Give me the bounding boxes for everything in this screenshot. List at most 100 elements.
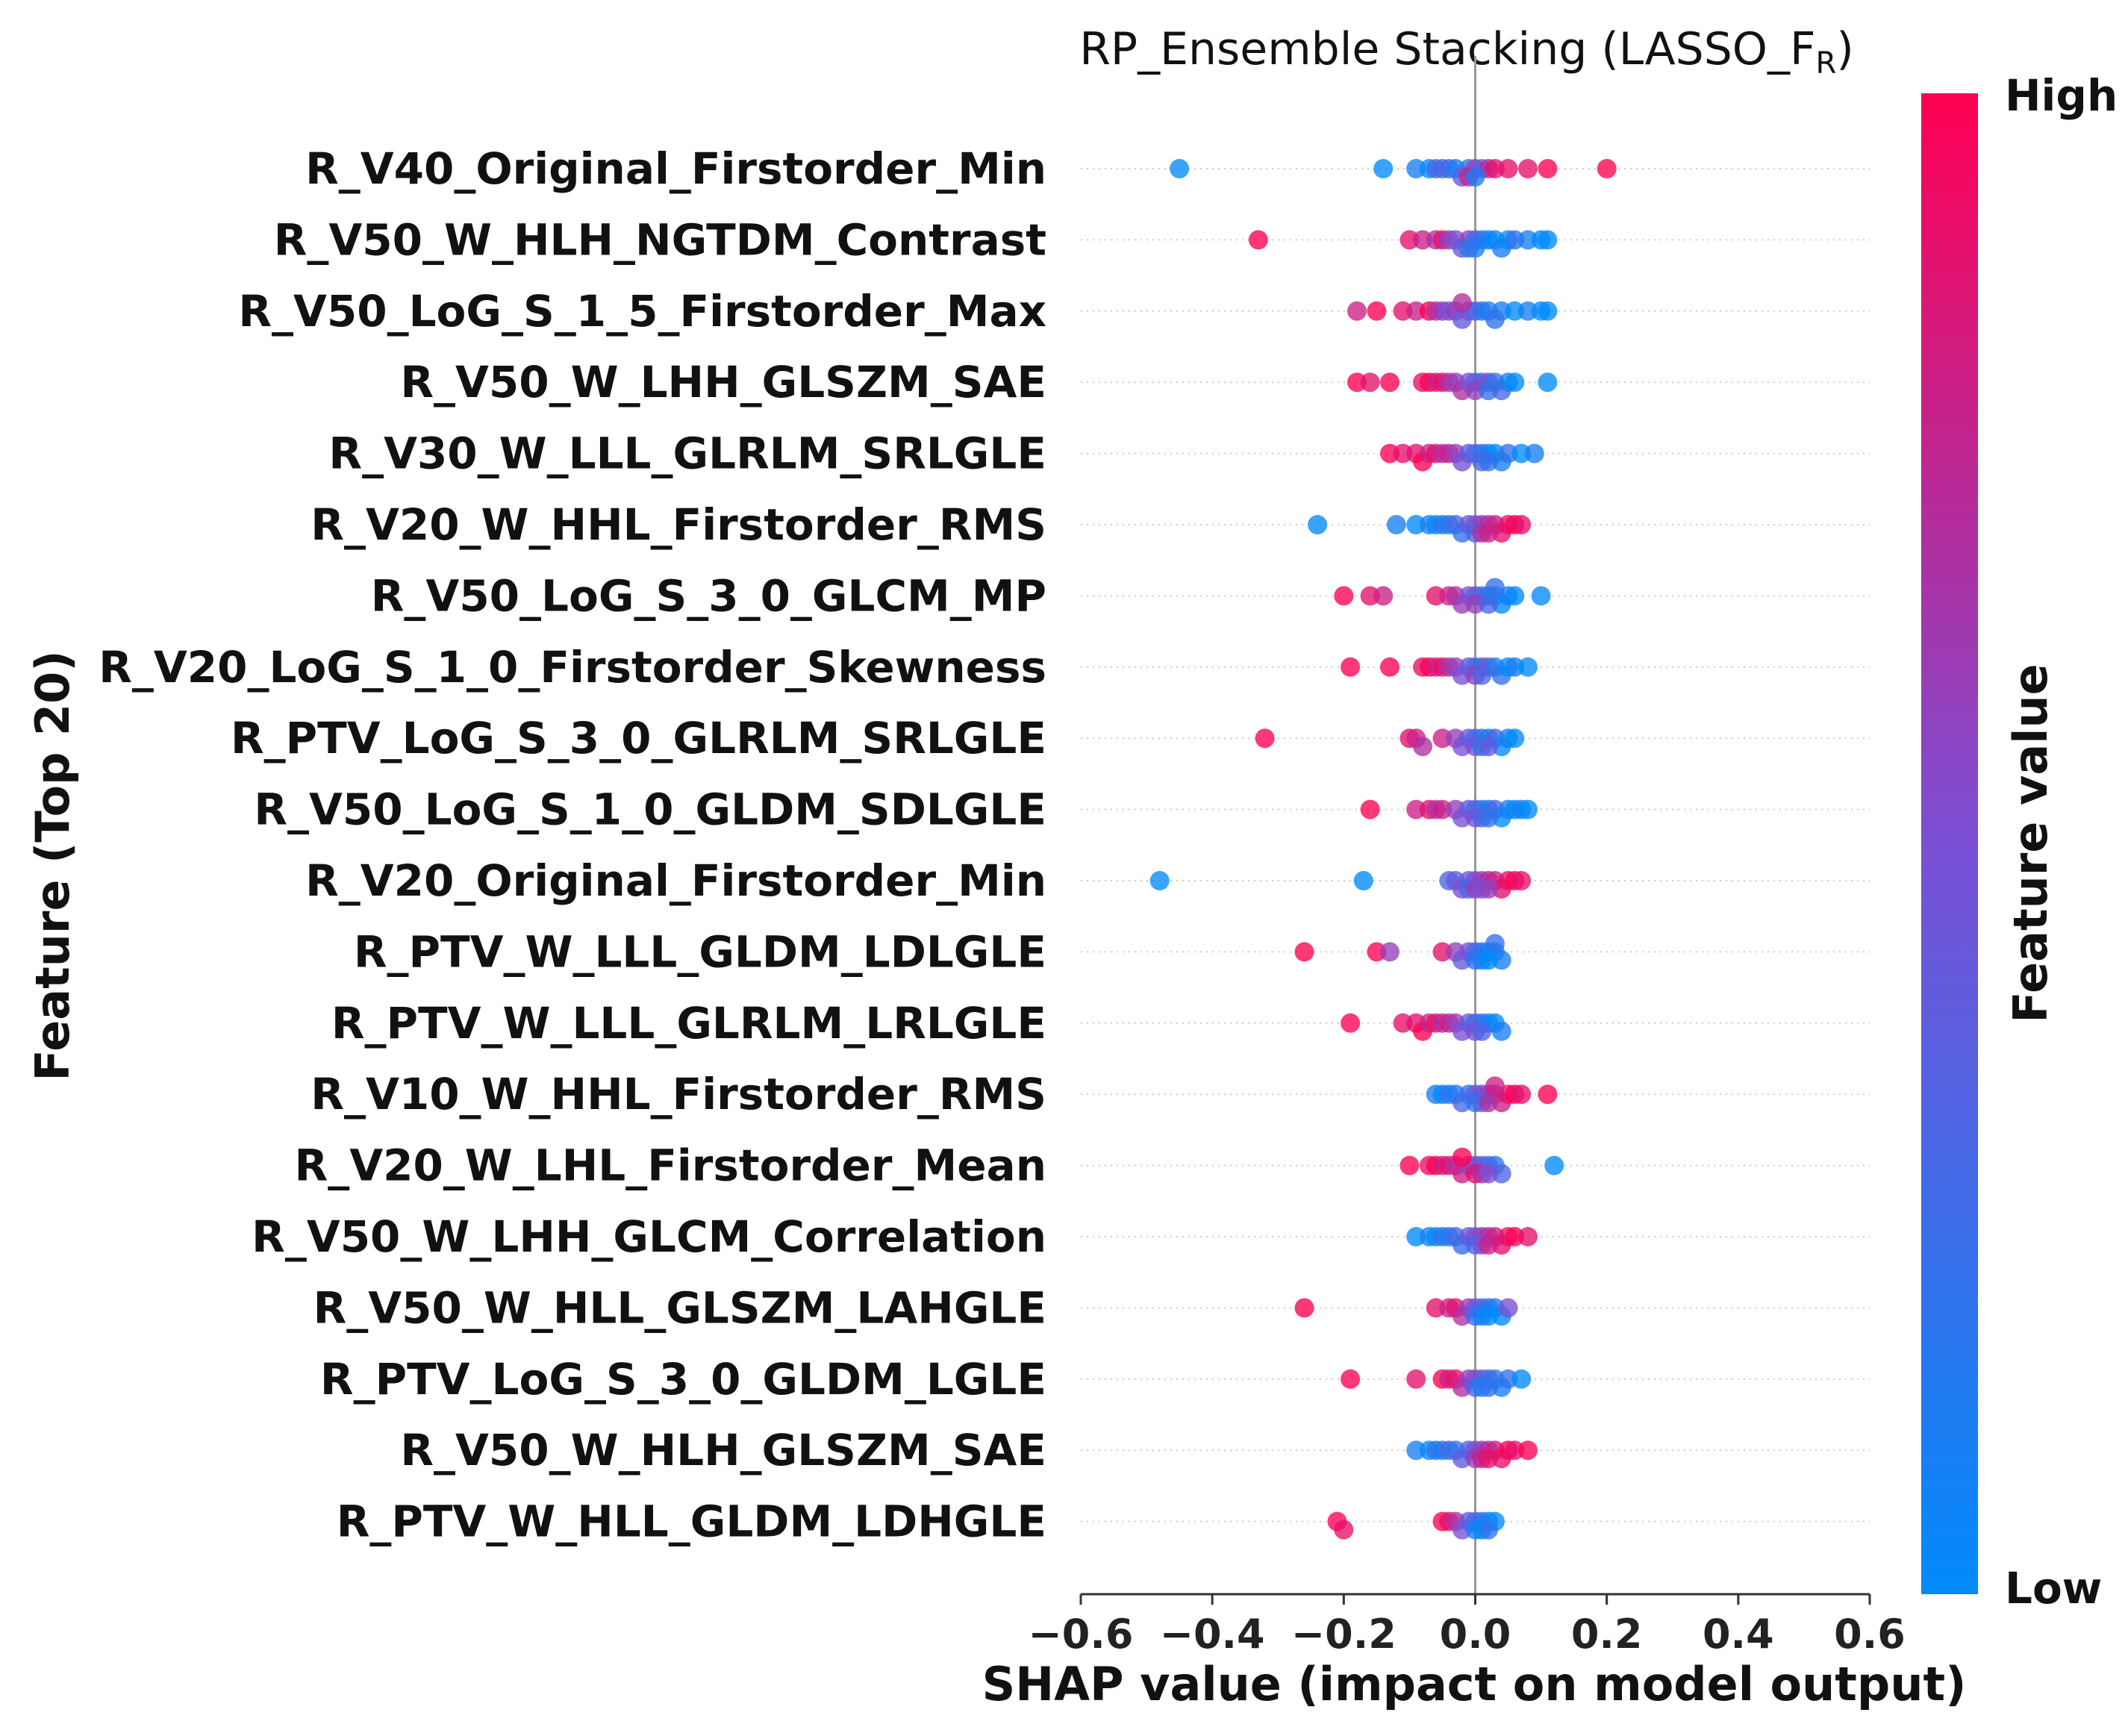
shap-point: [1294, 942, 1314, 962]
shap-point: [1472, 1021, 1492, 1041]
x-tick-label: 0.0: [1440, 1611, 1511, 1658]
shap-point: [1479, 879, 1499, 899]
feature-label: R_V20_W_HHL_Firstorder_RMS: [311, 499, 1046, 550]
shap-point: [1518, 159, 1538, 178]
shap-point: [1597, 159, 1617, 178]
shap-point: [1505, 728, 1525, 749]
shap-point: [1399, 1155, 1420, 1175]
feature-label: R_V50_LoG_S_3_0_GLCM_MP: [371, 570, 1046, 621]
x-axis-ticks: −0.6 −0.4 −0.2 0.0 0.2 0.4 0.6: [1029, 1594, 1906, 1658]
shap-point: [1485, 578, 1505, 598]
shap-point: [1248, 230, 1268, 250]
shap-point: [1479, 808, 1499, 828]
shap-point: [1386, 515, 1406, 534]
shap-point: [1479, 1164, 1499, 1184]
x-tick-label: 0.6: [1834, 1611, 1906, 1658]
x-tick-label: 0.4: [1703, 1611, 1774, 1658]
x-tick-label: −0.6: [1029, 1611, 1134, 1658]
shap-point: [1294, 1298, 1314, 1318]
shap-point: [1380, 942, 1399, 962]
feature-label: R_V20_LoG_S_1_0_Firstorder_Skewness: [99, 642, 1046, 693]
shap-point: [1353, 871, 1373, 890]
shap-point: [1538, 301, 1558, 321]
feature-label: R_V20_W_LHL_Firstorder_Mean: [295, 1140, 1046, 1191]
shap-point: [1511, 1369, 1532, 1389]
feature-label: R_V50_LoG_S_1_5_Firstorder_Max: [238, 286, 1046, 337]
shap-point: [1380, 657, 1399, 677]
shap-point: [1479, 1306, 1499, 1326]
colorbar-label: Feature value: [2003, 664, 2058, 1022]
shap-point: [1538, 159, 1558, 178]
x-tick-label: −0.2: [1291, 1611, 1397, 1658]
y-axis-label: Feature (Top 20): [25, 650, 80, 1081]
chart-title: RP_Ensemble Stacking (LASSO_FR): [1079, 23, 1854, 81]
shap-point: [1360, 372, 1380, 393]
feature-label: R_PTV_W_LLL_GLRLM_LRLGLE: [331, 998, 1046, 1049]
x-tick-label: −0.4: [1160, 1611, 1265, 1658]
feature-label: R_V20_Original_Firstorder_Min: [305, 855, 1046, 906]
shap-point: [1518, 657, 1538, 677]
feature-label: R_V30_W_LLL_GLRLM_SRLGLE: [328, 428, 1046, 479]
shap-point: [1538, 372, 1558, 393]
shap-points: [1149, 159, 1617, 1540]
shap-point: [1334, 1520, 1354, 1540]
feature-label: R_V50_LoG_S_1_0_GLDM_SDLGLE: [254, 784, 1046, 835]
shap-point: [1518, 1440, 1538, 1461]
shap-point: [1518, 799, 1538, 819]
shap-point: [1524, 443, 1544, 463]
shap-point: [1452, 1147, 1472, 1167]
colorbar-low-label: Low: [2005, 1563, 2102, 1614]
shap-point: [1518, 1227, 1538, 1246]
shap-point: [1485, 934, 1505, 954]
shap-point: [1341, 1013, 1361, 1033]
shap-point: [1485, 309, 1505, 329]
shap-point: [1373, 586, 1394, 606]
shap-point: [1498, 159, 1518, 178]
shap-point: [1479, 381, 1499, 401]
feature-label: R_V10_W_HHL_Firstorder_RMS: [311, 1069, 1046, 1120]
shap-point: [1531, 586, 1551, 606]
shap-point: [1505, 586, 1525, 606]
shap-point: [1505, 372, 1525, 393]
shap-point: [1465, 167, 1485, 187]
shap-point: [1511, 515, 1532, 534]
shap-point: [1360, 799, 1380, 819]
shap-point: [1149, 871, 1170, 890]
feature-label: R_PTV_W_LLL_GLDM_LDLGLE: [354, 926, 1046, 977]
x-tick-label: 0.2: [1571, 1611, 1643, 1658]
shap-point: [1479, 1377, 1499, 1397]
shap-point: [1479, 594, 1499, 614]
shap-point: [1544, 1155, 1564, 1175]
feature-label: R_V50_W_HLH_NGTDM_Contrast: [274, 214, 1046, 265]
shap-point: [1170, 159, 1190, 178]
shap-point: [1479, 737, 1499, 757]
feature-label: R_V50_W_LHH_GLCM_Correlation: [252, 1211, 1046, 1262]
shap-point: [1479, 1449, 1499, 1469]
feature-label: R_V50_W_HLL_GLSZM_LAHGLE: [313, 1282, 1046, 1333]
shap-point: [1308, 515, 1328, 534]
shap-point: [1380, 372, 1399, 393]
shap-point: [1341, 1369, 1361, 1389]
shap-point: [1479, 452, 1499, 472]
feature-label: R_V50_W_LHH_GLSZM_SAE: [400, 357, 1046, 408]
shap-point: [1479, 1235, 1499, 1255]
shap-point: [1485, 1076, 1505, 1096]
shap-point: [1373, 159, 1394, 178]
shap-point: [1511, 871, 1532, 890]
shap-point: [1458, 238, 1479, 258]
shap-point: [1491, 1021, 1511, 1041]
shap-point: [1479, 1093, 1499, 1113]
shap-point: [1426, 159, 1446, 178]
shap-point: [1511, 1084, 1532, 1105]
shap-point: [1406, 1369, 1426, 1389]
shap-point: [1413, 737, 1432, 757]
feature-labels: R_V40_Original_Firstorder_Min R_V50_W_HLH…: [99, 143, 1046, 1547]
shap-point: [1341, 657, 1361, 677]
feature-label: R_PTV_W_HLL_GLDM_LDHGLE: [337, 1496, 1046, 1547]
colorbar: [1921, 93, 1978, 1594]
feature-label: R_PTV_LoG_S_3_0_GLDM_LGLE: [320, 1354, 1046, 1405]
feature-label: R_V50_W_HLH_GLSZM_SAE: [400, 1425, 1046, 1476]
shap-point: [1479, 950, 1499, 970]
shap-point: [1472, 665, 1492, 685]
